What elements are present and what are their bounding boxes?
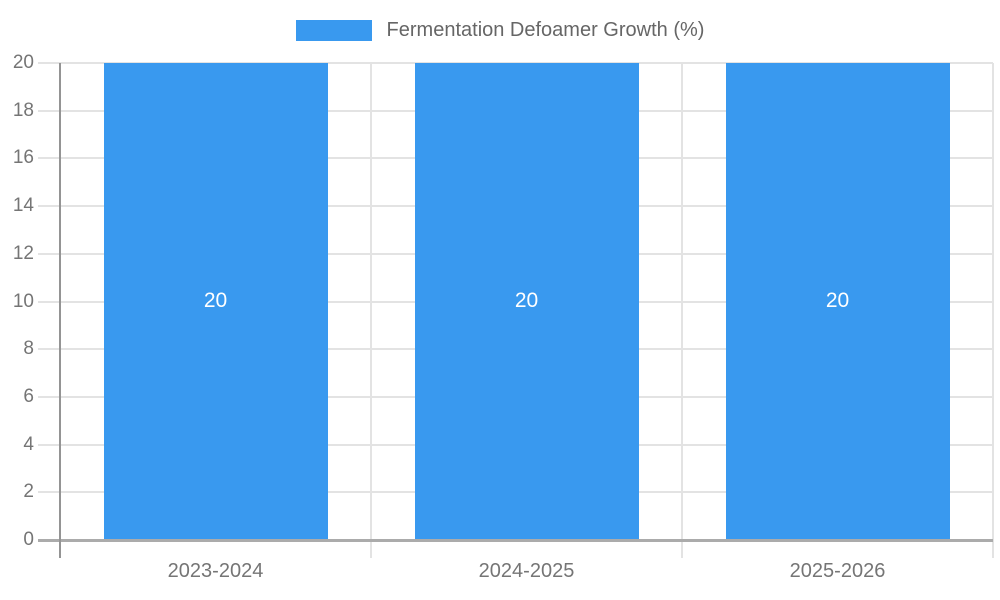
bar bbox=[414, 63, 639, 540]
x-tick-label: 2024-2025 bbox=[478, 560, 575, 582]
bar-value-label: 20 bbox=[203, 288, 228, 312]
x-gridline bbox=[370, 63, 372, 558]
y-tick-label: 16 bbox=[12, 147, 34, 169]
x-axis-line bbox=[38, 539, 993, 542]
y-tick-label: 0 bbox=[23, 529, 34, 550]
y-tick-label: 12 bbox=[12, 242, 34, 264]
chart-legend[interactable]: Fermentation Defoamer Growth (%) bbox=[0, 20, 1000, 41]
bar-value-label: 20 bbox=[825, 288, 850, 312]
y-tick-label: 14 bbox=[12, 195, 34, 217]
legend-color-swatch[interactable] bbox=[295, 20, 372, 41]
x-tick-label: 2023-2024 bbox=[167, 560, 264, 582]
y-axis-line bbox=[59, 63, 61, 558]
bar bbox=[725, 63, 950, 540]
y-tick-label: 6 bbox=[23, 385, 34, 407]
bar-value-label: 20 bbox=[514, 288, 539, 312]
x-tick-label: 2025-2026 bbox=[789, 560, 886, 582]
legend-label[interactable]: Fermentation Defoamer Growth (%) bbox=[386, 19, 705, 41]
x-gridline bbox=[681, 63, 683, 558]
y-tick-label: 2 bbox=[23, 481, 34, 503]
y-tick-label: 4 bbox=[23, 433, 34, 455]
bar bbox=[103, 63, 328, 540]
y-tick-label: 18 bbox=[12, 99, 34, 121]
y-tick-label: 8 bbox=[23, 338, 34, 360]
y-tick-label: 20 bbox=[12, 52, 34, 73]
y-tick-label: 10 bbox=[12, 290, 34, 312]
x-gridline bbox=[992, 63, 994, 558]
